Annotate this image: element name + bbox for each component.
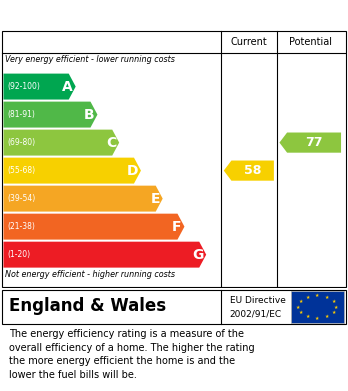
Text: The energy efficiency rating is a measure of the
overall efficiency of a home. T: The energy efficiency rating is a measur… [9,329,254,380]
Polygon shape [279,133,341,152]
Text: ★: ★ [299,310,303,315]
Text: C: C [106,136,116,150]
Text: (92-100): (92-100) [7,82,40,91]
Text: Not energy efficient - higher running costs: Not energy efficient - higher running co… [5,270,175,279]
Text: ★: ★ [306,295,310,300]
Text: England & Wales: England & Wales [9,297,166,315]
Polygon shape [3,102,97,127]
Polygon shape [3,130,119,156]
Text: ★: ★ [296,305,300,310]
Text: (55-68): (55-68) [7,166,35,175]
Polygon shape [3,158,141,184]
Text: G: G [192,248,203,262]
Text: EU Directive: EU Directive [230,296,286,305]
Bar [291,291,344,323]
Text: ★: ★ [332,299,336,304]
Polygon shape [3,74,76,100]
Text: D: D [127,163,138,178]
Text: (39-54): (39-54) [7,194,35,203]
Text: Energy Efficiency Rating: Energy Efficiency Rating [9,7,219,23]
Text: (69-80): (69-80) [7,138,35,147]
Text: ★: ★ [306,314,310,319]
Text: B: B [84,108,95,122]
Polygon shape [3,242,206,267]
Text: 2002/91/EC: 2002/91/EC [230,309,282,318]
Text: ★: ★ [315,293,319,298]
Text: ★: ★ [332,310,336,315]
Polygon shape [3,186,163,212]
Text: ★: ★ [334,305,339,310]
Text: ★: ★ [315,316,319,321]
Text: Very energy efficient - lower running costs: Very energy efficient - lower running co… [5,54,175,63]
Text: (1-20): (1-20) [7,250,30,259]
Text: ★: ★ [299,299,303,304]
Polygon shape [3,213,184,240]
Text: F: F [172,220,182,234]
Text: Current: Current [230,37,267,47]
Polygon shape [224,161,274,181]
Text: E: E [150,192,160,206]
Text: (21-38): (21-38) [7,222,35,231]
Text: A: A [62,80,73,93]
Text: ★: ★ [325,314,329,319]
Text: ★: ★ [325,295,329,300]
Text: Potential: Potential [289,37,332,47]
Text: 58: 58 [244,164,261,177]
Text: (81-91): (81-91) [7,110,35,119]
Text: 77: 77 [305,136,323,149]
